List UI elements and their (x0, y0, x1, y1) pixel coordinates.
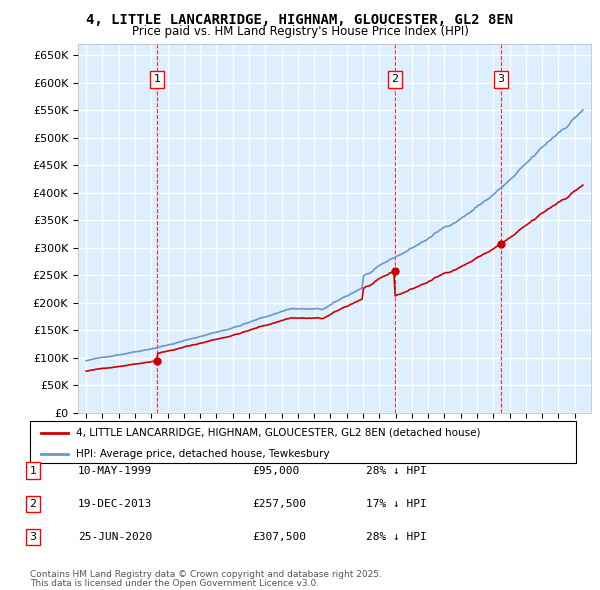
Text: 19-DEC-2013: 19-DEC-2013 (78, 499, 152, 509)
Text: 2: 2 (391, 74, 398, 84)
Text: 4, LITTLE LANCARRIDGE, HIGHNAM, GLOUCESTER, GL2 8EN: 4, LITTLE LANCARRIDGE, HIGHNAM, GLOUCEST… (86, 13, 514, 27)
Text: 25-JUN-2020: 25-JUN-2020 (78, 532, 152, 542)
Text: Contains HM Land Registry data © Crown copyright and database right 2025.: Contains HM Land Registry data © Crown c… (30, 571, 382, 579)
Text: Price paid vs. HM Land Registry's House Price Index (HPI): Price paid vs. HM Land Registry's House … (131, 25, 469, 38)
Text: 10-MAY-1999: 10-MAY-1999 (78, 466, 152, 476)
Text: £257,500: £257,500 (252, 499, 306, 509)
Text: £95,000: £95,000 (252, 466, 299, 476)
Text: 2: 2 (29, 499, 37, 509)
Text: HPI: Average price, detached house, Tewkesbury: HPI: Average price, detached house, Tewk… (76, 449, 330, 459)
Text: 3: 3 (29, 532, 37, 542)
Text: This data is licensed under the Open Government Licence v3.0.: This data is licensed under the Open Gov… (30, 579, 319, 588)
Text: 28% ↓ HPI: 28% ↓ HPI (366, 532, 427, 542)
Text: £307,500: £307,500 (252, 532, 306, 542)
Text: 28% ↓ HPI: 28% ↓ HPI (366, 466, 427, 476)
Text: 17% ↓ HPI: 17% ↓ HPI (366, 499, 427, 509)
Text: 4, LITTLE LANCARRIDGE, HIGHNAM, GLOUCESTER, GL2 8EN (detached house): 4, LITTLE LANCARRIDGE, HIGHNAM, GLOUCEST… (76, 428, 481, 438)
Text: 3: 3 (497, 74, 505, 84)
Text: 1: 1 (29, 466, 37, 476)
Text: 1: 1 (154, 74, 161, 84)
FancyBboxPatch shape (30, 421, 576, 463)
